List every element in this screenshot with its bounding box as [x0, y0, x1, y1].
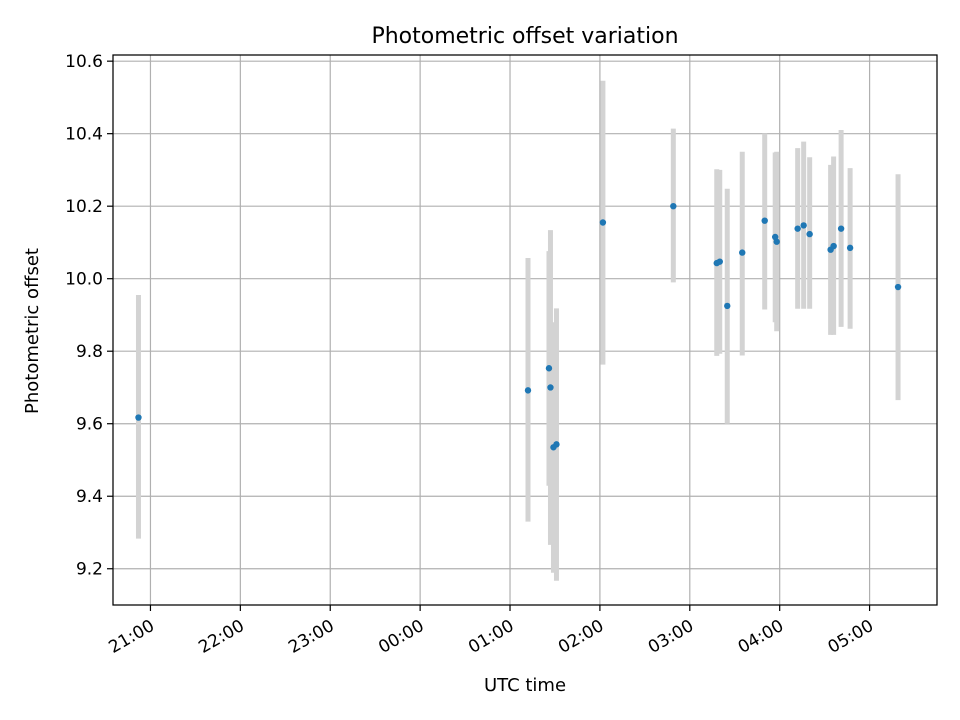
data-point [553, 441, 560, 448]
data-point [135, 414, 142, 421]
y-axis-ticks: 9.2 9.4 9.6 9.8 10.0 10.2 10.4 10.6 [65, 52, 113, 580]
data-markers [135, 202, 902, 451]
data-point [800, 222, 807, 229]
y-tick-label: 9.6 [76, 415, 103, 435]
data-point [724, 302, 731, 310]
data-point [547, 384, 554, 391]
y-tick-label: 10.4 [65, 125, 103, 145]
data-point [670, 202, 677, 210]
data-point [830, 242, 837, 250]
data-point [846, 244, 854, 252]
y-tick-label: 10.0 [65, 270, 103, 290]
data-point [739, 249, 746, 256]
y-tick-label: 9.2 [76, 560, 103, 580]
y-tick-label: 9.4 [76, 487, 103, 507]
data-point [545, 365, 553, 372]
plot-frame [112, 54, 938, 606]
data-point [837, 225, 845, 232]
y-tick-label: 10.6 [65, 52, 103, 72]
x-axis-label: UTC time [484, 675, 566, 696]
y-tick-label: 9.8 [76, 342, 103, 362]
data-point [794, 225, 801, 232]
data-point [524, 387, 532, 394]
chart-title: Photometric offset variation [371, 24, 678, 49]
y-tick-label: 10.2 [65, 197, 103, 217]
y-axis-label: Photometric offset [22, 248, 43, 414]
data-point [761, 217, 768, 224]
data-point [773, 238, 780, 245]
data-point [894, 283, 902, 291]
data-point [806, 230, 813, 238]
data-point [716, 258, 723, 265]
data-point [599, 219, 607, 226]
